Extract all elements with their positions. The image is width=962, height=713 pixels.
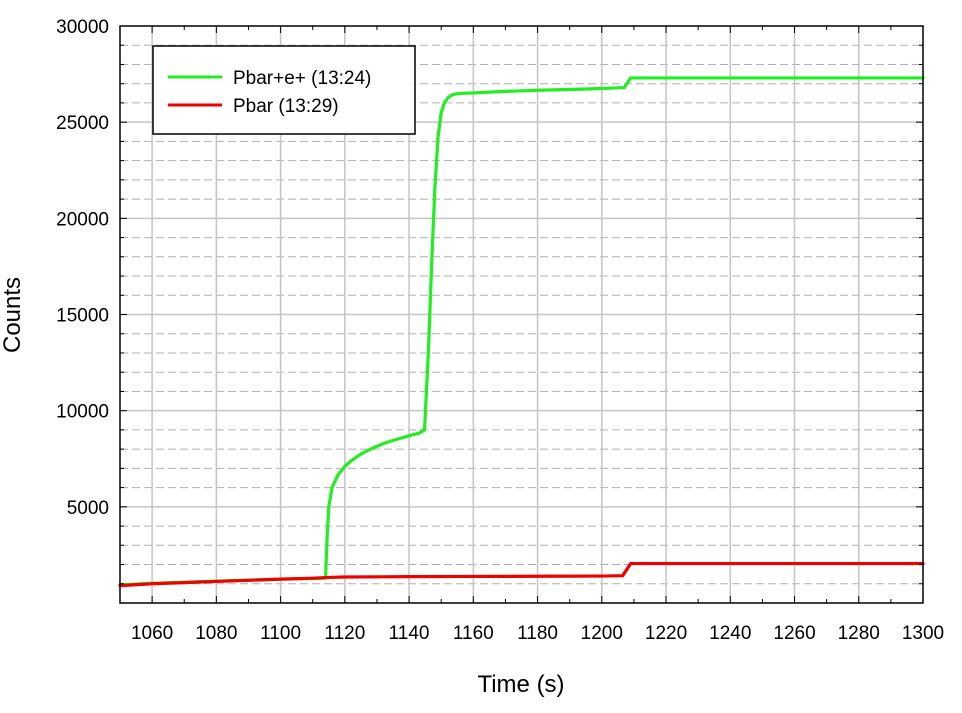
legend-label-pbar: Pbar (13:29) xyxy=(233,96,339,117)
y-tick-label: 5000 xyxy=(67,498,109,519)
major-gridlines xyxy=(120,26,923,603)
x-tick-label: 1100 xyxy=(260,623,301,644)
x-tick-label: 1240 xyxy=(709,623,751,644)
x-axis-label: Time (s) xyxy=(477,671,564,698)
y-axis-tick-labels: 5000 10000 15000 20000 25000 30000 xyxy=(56,17,109,519)
series-line-1 xyxy=(118,561,925,588)
x-axis-tick-labels: 1060 1080 1100 1120 1140 1160 1180 1200 1220 1240… xyxy=(131,623,944,644)
series-line-0 xyxy=(118,76,925,587)
x-tick-label: 1160 xyxy=(453,623,494,644)
x-tick-label: 1140 xyxy=(389,623,430,644)
legend-box xyxy=(152,45,416,135)
x-tick-label: 1120 xyxy=(324,623,365,644)
y-tick-label: 15000 xyxy=(56,306,109,327)
x-tick-label: 1300 xyxy=(902,623,944,644)
x-tick-label: 1180 xyxy=(517,623,558,644)
x-tick-label: 1220 xyxy=(645,623,687,644)
legend: Pbar+e+ (13:24) Pbar (13:29) xyxy=(152,45,416,135)
x-tick-label: 1260 xyxy=(773,623,815,644)
y-tick-label: 10000 xyxy=(56,402,109,423)
y-tick-label: 20000 xyxy=(56,209,109,230)
x-tick-label: 1080 xyxy=(195,623,237,644)
y-tick-label: 30000 xyxy=(56,17,109,38)
x-tick-label: 1200 xyxy=(581,623,623,644)
y-axis-label: Counts xyxy=(0,277,26,353)
series-lines xyxy=(118,76,925,588)
x-tick-label: 1060 xyxy=(131,623,173,644)
y-tick-label: 25000 xyxy=(56,113,109,134)
legend-label-pbar-e: Pbar+e+ (13:24) xyxy=(233,68,371,89)
x-tick-label: 1280 xyxy=(838,623,880,644)
axis-ticks xyxy=(119,26,924,603)
